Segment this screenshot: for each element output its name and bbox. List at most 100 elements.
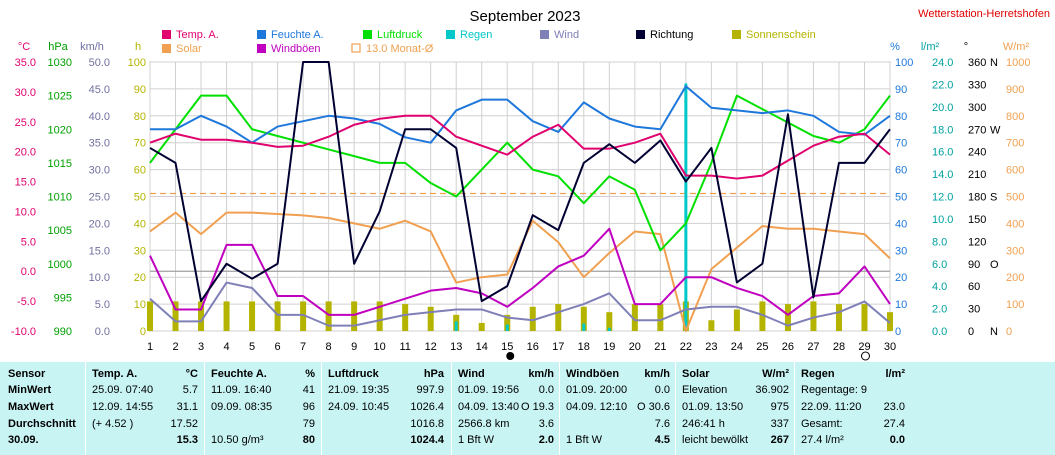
- legend-swatch: [732, 30, 741, 39]
- x-tick-label: 29: [858, 341, 870, 353]
- sunshine-bar: [198, 301, 205, 331]
- table-cell: 975: [770, 401, 789, 413]
- axis-tick-label: 15.0: [15, 177, 36, 189]
- sunshine-bar: [351, 301, 358, 331]
- axis-tick-label: 4.0: [932, 281, 947, 293]
- table-cell: W/m²: [762, 368, 789, 380]
- axis-tick-label: 16.0: [932, 147, 953, 159]
- series-line-feuchte-a-: [150, 85, 891, 144]
- legend-swatch: [446, 30, 455, 39]
- rain-bar: [454, 321, 458, 331]
- axis-tick-label: 1010: [48, 192, 72, 204]
- plot-area: [147, 61, 893, 332]
- table-cell: 31.1: [176, 401, 198, 413]
- legend-swatch: [257, 44, 266, 53]
- direction-label: N: [990, 326, 998, 338]
- x-tick-label: 21: [654, 341, 666, 353]
- x-tick-label: 9: [351, 341, 357, 353]
- x-tick-label: 13: [450, 341, 462, 353]
- table-cell: Temp. A.: [92, 368, 138, 380]
- table-cell: 1 Bft W: [458, 434, 495, 446]
- series-line-windb-en: [149, 227, 891, 316]
- sunshine-bar: [427, 306, 434, 331]
- sunshine-bar: [300, 301, 307, 331]
- sunshine-bar: [504, 314, 511, 331]
- axis-tick-label: 100: [1006, 299, 1024, 311]
- table-cell: 24.09. 10:45: [328, 401, 390, 413]
- x-tick-label: 23: [705, 341, 717, 353]
- legend-swatch: [351, 43, 361, 53]
- axis-tick-label: 70: [895, 138, 907, 150]
- table-column: [85, 362, 204, 455]
- table-cell: Regen: [801, 368, 835, 380]
- axis-tick-label: 300: [1006, 245, 1024, 257]
- x-tick-label: 3: [198, 341, 204, 353]
- axis-tick-label: 10: [895, 299, 907, 311]
- table-cell: 11.09. 16:40: [211, 384, 272, 396]
- axis-tick-label: 300: [968, 102, 986, 114]
- axis-tick-label: 0.0: [95, 326, 110, 338]
- table-cell: 04.09. 12:10: [566, 401, 628, 413]
- x-tick-label: 2: [172, 341, 178, 353]
- table-cell: km/h: [528, 368, 554, 380]
- table-cell: 4.5: [654, 434, 670, 446]
- axis-tick-label: 10.0: [89, 272, 110, 284]
- x-tick-label: 20: [629, 341, 641, 353]
- x-tick-label: 26: [782, 341, 794, 353]
- axis-tick-label: 70: [134, 138, 146, 150]
- table-cell: Feuchte A.: [211, 368, 267, 380]
- axis-tick-label: 90: [895, 84, 907, 96]
- series-line-richtung: [149, 61, 891, 303]
- chart-title: September 2023: [470, 8, 581, 25]
- axis-tick-label: 5.0: [95, 299, 110, 311]
- x-tick-label: 1: [147, 341, 153, 353]
- table-cell: 30.09.: [8, 434, 39, 446]
- axis-tick-label: 50.0: [89, 57, 110, 69]
- axis-tick-label: 200: [1006, 272, 1024, 284]
- table-cell: 27.4 l/m²: [801, 434, 844, 446]
- table-cell: 3.6: [538, 418, 554, 430]
- axis-unit-label: °C: [18, 41, 30, 53]
- axis-tick-label: 40: [134, 218, 146, 230]
- table-column: [559, 362, 676, 455]
- axis-tick-label: 12.0: [932, 192, 953, 204]
- axis-tick-label: 180: [968, 192, 986, 204]
- sunshine-bar: [172, 301, 179, 331]
- axis-tick-label: 40.0: [89, 111, 110, 123]
- sunshine-bar: [223, 301, 230, 331]
- sunshine-bar: [708, 320, 715, 331]
- table-cell: 25.09. 07:40: [92, 384, 154, 396]
- axis-tick-label: 100: [128, 57, 146, 69]
- full-moon-icon: [506, 352, 515, 360]
- axis-tick-label: 35.0: [15, 57, 36, 69]
- table-cell: Elevation: [682, 384, 728, 396]
- sunshine-bar: [580, 306, 587, 331]
- axis-tick-label: 30: [895, 245, 907, 257]
- axis-unit-label: W/m²: [1003, 41, 1030, 53]
- axis-tick-label: 1015: [48, 158, 72, 170]
- new-moon-icon: [860, 351, 870, 361]
- axis-tick-label: 900: [1006, 84, 1024, 96]
- series-line-temp-a-: [149, 114, 891, 180]
- table-cell: Regentage: 9: [801, 384, 868, 396]
- sunshine-bar: [759, 301, 766, 331]
- series-line-solar: [149, 211, 891, 332]
- table-cell: 36.902: [755, 384, 789, 396]
- table-cell: O 30.6: [636, 401, 670, 413]
- table-cell: 1016.8: [410, 418, 444, 430]
- axis-unit-label: h: [135, 41, 141, 53]
- sunshine-bar: [147, 301, 153, 331]
- legend-swatch: [162, 44, 171, 53]
- axis-tick-label: 330: [968, 79, 986, 91]
- axis-unit-label: °: [964, 41, 968, 53]
- sunshine-bar: [606, 312, 613, 331]
- axis-tick-label: 400: [1006, 218, 1024, 230]
- table-cell: MinWert: [8, 384, 52, 396]
- sunshine-bar: [478, 322, 485, 331]
- sunshine-bar: [631, 304, 638, 331]
- legend-label: 13.0 Monat-Ø: [366, 43, 434, 55]
- legend-label: Temp. A.: [176, 29, 219, 41]
- axis-tick-label: 10: [134, 299, 146, 311]
- rain-bar: [582, 323, 586, 331]
- axis-tick-label: 90: [968, 259, 980, 271]
